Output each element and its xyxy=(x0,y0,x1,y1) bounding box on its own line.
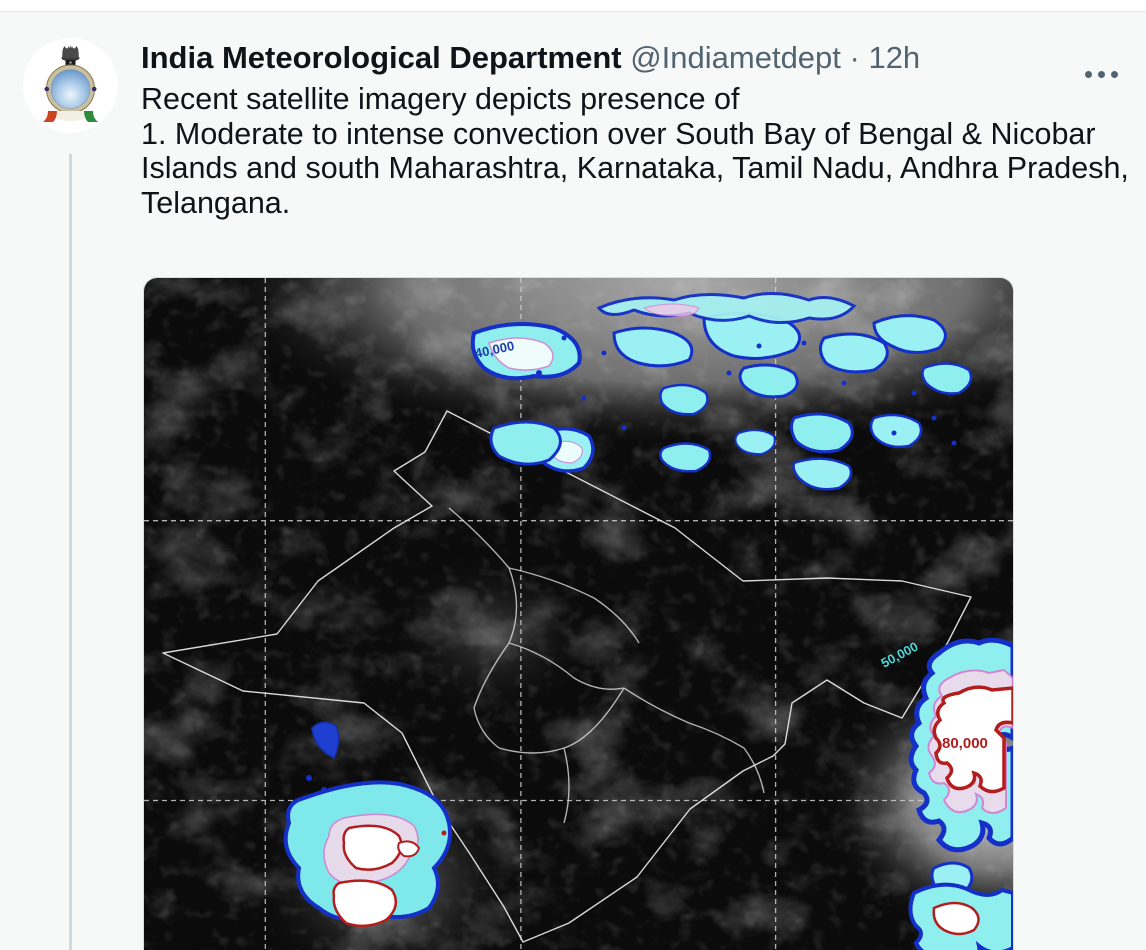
svg-text:80,000: 80,000 xyxy=(942,735,988,752)
